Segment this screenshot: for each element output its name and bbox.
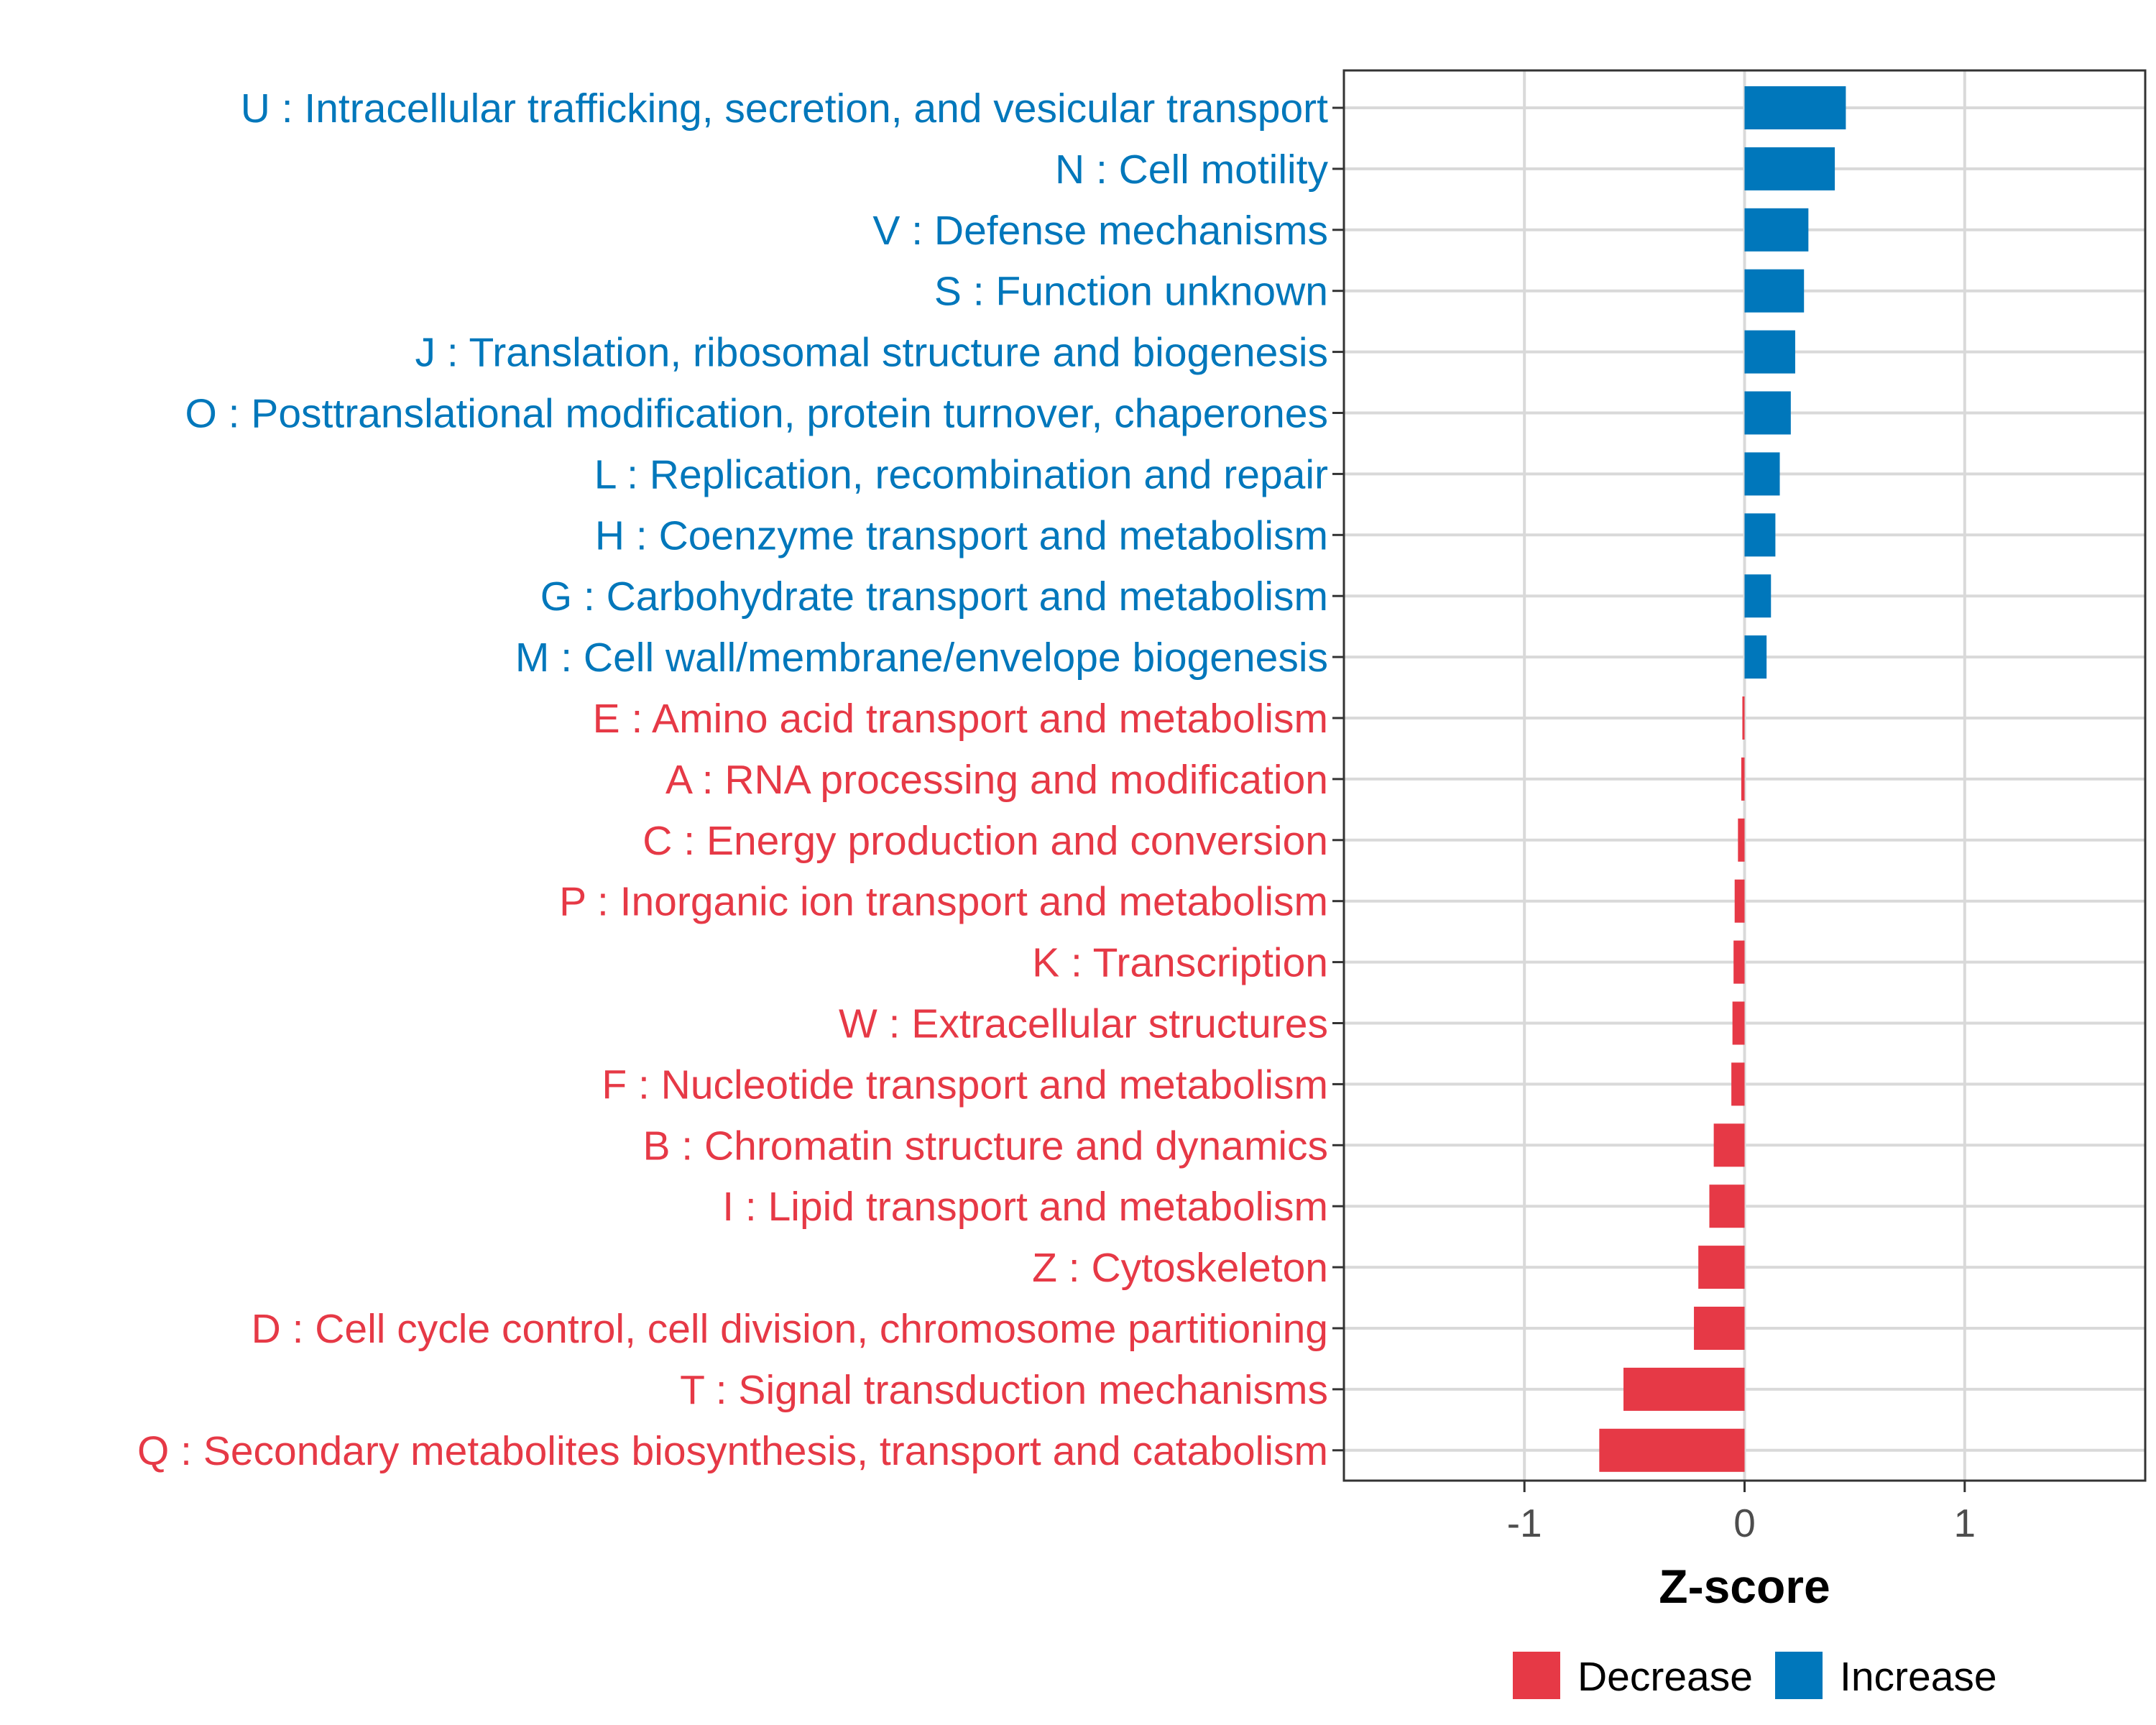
bar-m[interactable]: [1744, 635, 1767, 679]
category-label: O : Posttranslational modification, prot…: [185, 391, 1328, 437]
category-label: T : Signal transduction mechanisms: [680, 1367, 1328, 1413]
bar-u[interactable]: [1744, 86, 1846, 129]
category-label: G : Carbohydrate transport and metabolis…: [540, 574, 1328, 620]
bar-b[interactable]: [1713, 1123, 1745, 1167]
category-label: U : Intracellular trafficking, secretion…: [241, 86, 1328, 132]
category-label: K : Transcription: [1032, 940, 1328, 986]
category-label: H : Coenzyme transport and metabolism: [595, 512, 1328, 558]
x-tick-label: 1: [1954, 1501, 1976, 1545]
category-label: Q : Secondary metabolites biosynthesis, …: [137, 1428, 1328, 1474]
category-label: N : Cell motility: [1055, 147, 1329, 193]
increase-legend-label[interactable]: Increase: [1840, 1654, 1997, 1700]
bar-p[interactable]: [1734, 879, 1745, 923]
bar-l[interactable]: [1744, 452, 1780, 496]
category-label: Z : Cytoskeleton: [1032, 1245, 1328, 1291]
decrease-legend-swatch[interactable]: [1513, 1652, 1560, 1699]
bar-f[interactable]: [1731, 1062, 1745, 1106]
bar-t[interactable]: [1623, 1367, 1745, 1411]
category-label: M : Cell wall/membrane/envelope biogenes…: [515, 635, 1328, 681]
category-label: D : Cell cycle control, cell division, c…: [252, 1306, 1328, 1352]
bar-g[interactable]: [1744, 574, 1772, 618]
legend[interactable]: Decrease Increase: [1513, 1652, 1997, 1700]
category-label: A : RNA processing and modification: [665, 757, 1328, 803]
category-label: E : Amino acid transport and metabolism: [593, 696, 1328, 742]
category-label: C : Energy production and conversion: [642, 818, 1328, 864]
bar-d[interactable]: [1694, 1307, 1745, 1350]
bar-e[interactable]: [1742, 696, 1745, 740]
x-tick-label: -1: [1507, 1501, 1542, 1545]
bar-i[interactable]: [1709, 1184, 1745, 1228]
x-axis-title: Z-score: [1659, 1560, 1830, 1613]
category-label: J : Translation, ribosomal structure and…: [415, 330, 1328, 376]
bar-h[interactable]: [1744, 513, 1776, 557]
bar-n[interactable]: [1744, 147, 1835, 190]
category-label: L : Replication, recombination and repai…: [594, 451, 1328, 497]
category-label: W : Extracellular structures: [839, 1001, 1328, 1047]
bar-s[interactable]: [1744, 269, 1805, 313]
category-label: P : Inorganic ion transport and metaboli…: [559, 879, 1328, 925]
bar-a[interactable]: [1741, 757, 1745, 801]
bar-c[interactable]: [1738, 818, 1745, 862]
y-axis-category-labels: U : Intracellular trafficking, secretion…: [137, 86, 1329, 1474]
decrease-legend-label[interactable]: Decrease: [1577, 1654, 1753, 1700]
bar-v[interactable]: [1744, 208, 1809, 252]
bar-w[interactable]: [1732, 1001, 1745, 1045]
bar-o[interactable]: [1744, 391, 1791, 435]
x-tick-label: 0: [1733, 1501, 1756, 1545]
category-label: B : Chromatin structure and dynamics: [642, 1123, 1328, 1169]
y-axis-ticks: [1332, 106, 1344, 1452]
category-label: S : Function unknown: [934, 269, 1328, 315]
bar-q[interactable]: [1599, 1428, 1745, 1472]
bars: [1599, 86, 1846, 1472]
category-label: F : Nucleotide transport and metabolism: [602, 1062, 1328, 1108]
increase-legend-swatch[interactable]: [1775, 1652, 1823, 1699]
category-label: I : Lipid transport and metabolism: [722, 1184, 1328, 1230]
bar-j[interactable]: [1744, 330, 1795, 374]
x-axis-ticks: -1 0 1: [1507, 1481, 1976, 1545]
bar-k[interactable]: [1733, 940, 1745, 984]
bar-z[interactable]: [1698, 1246, 1745, 1289]
category-label: V : Defense mechanisms: [872, 208, 1328, 254]
